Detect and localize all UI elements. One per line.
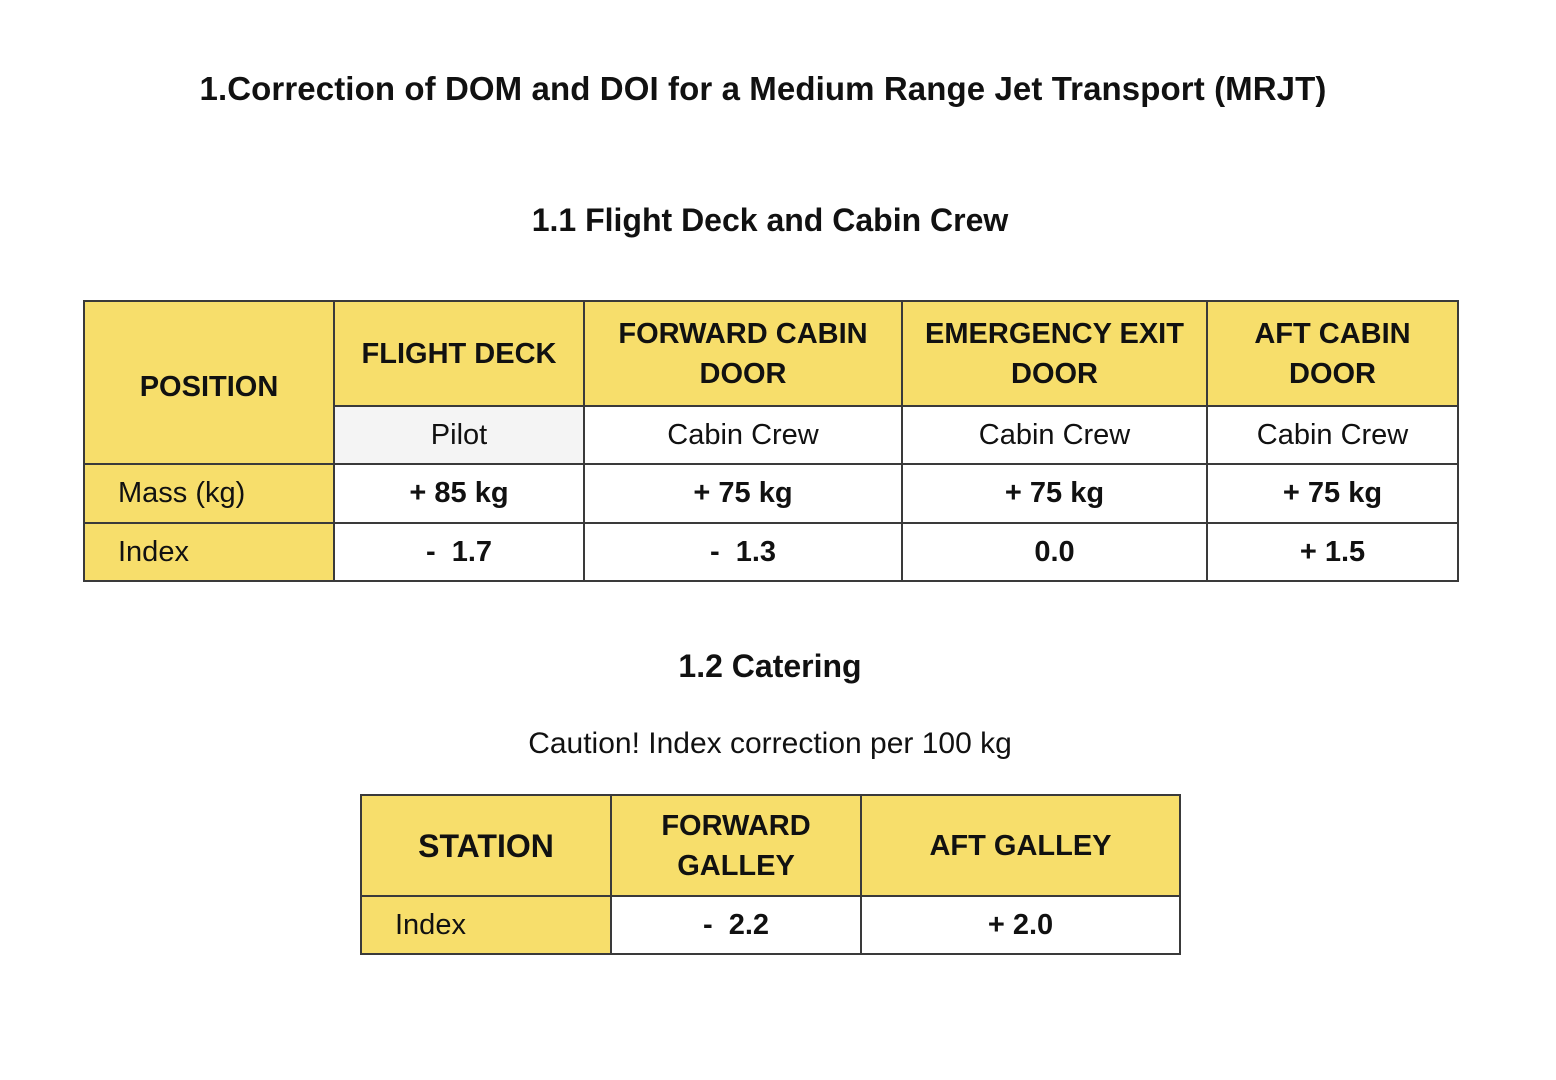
forward-galley-index: - 2.2 bbox=[610, 895, 862, 955]
page-title: 1.Correction of DOM and DOI for a Medium… bbox=[199, 70, 1327, 107]
caution-note: Caution! Index correction per 100 kg bbox=[528, 727, 1012, 760]
crew-role-row: Pilot Cabin Crew Cabin Crew Cabin Crew bbox=[84, 405, 1459, 465]
crew-section-heading: 1.1 Flight Deck and Cabin Crew bbox=[531, 202, 1009, 238]
forward-cabin-door-role: Cabin Crew bbox=[583, 405, 903, 465]
flight-deck-index: - 1.7 bbox=[333, 522, 585, 582]
catering-table: STATION FORWARD GALLEY AFT GALLEY Index … bbox=[360, 794, 1181, 955]
aft-galley-header: AFT GALLEY bbox=[860, 794, 1181, 897]
station-header: STATION bbox=[360, 794, 612, 897]
aft-cabin-door-index: + 1.5 bbox=[1206, 522, 1459, 582]
catering-section-heading: 1.2 Catering bbox=[678, 648, 862, 684]
crew-table: POSITION FLIGHT DECK FORWARD CABIN DOOR … bbox=[83, 300, 1459, 582]
emergency-exit-door-mass: + 75 kg bbox=[901, 463, 1208, 524]
crew-header-row: POSITION FLIGHT DECK FORWARD CABIN DOOR … bbox=[83, 300, 1459, 465]
forward-galley-header: FORWARD GALLEY bbox=[610, 794, 862, 897]
mass-row-label: Mass (kg) bbox=[83, 463, 335, 524]
aft-galley-index: + 2.0 bbox=[860, 895, 1181, 955]
crew-index-row: Index - 1.7 - 1.3 0.0 + 1.5 bbox=[83, 522, 1459, 582]
flight-deck-header: FLIGHT DECK bbox=[333, 300, 585, 407]
emergency-exit-door-header: EMERGENCY EXIT DOOR bbox=[901, 300, 1208, 407]
flight-deck-mass: + 85 kg bbox=[333, 463, 585, 524]
forward-cabin-door-index: - 1.3 bbox=[583, 522, 903, 582]
aft-cabin-door-mass: + 75 kg bbox=[1206, 463, 1459, 524]
aft-cabin-door-header: AFT CABIN DOOR bbox=[1206, 300, 1459, 407]
crew-mass-row: Mass (kg) + 85 kg + 75 kg + 75 kg + 75 k… bbox=[83, 463, 1459, 524]
catering-header-row: STATION FORWARD GALLEY AFT GALLEY bbox=[360, 794, 1181, 897]
forward-cabin-door-header: FORWARD CABIN DOOR bbox=[583, 300, 903, 407]
position-header: POSITION bbox=[83, 300, 335, 465]
index-row-label: Index bbox=[83, 522, 335, 582]
flight-deck-role: Pilot bbox=[333, 405, 585, 465]
catering-index-label: Index bbox=[360, 895, 612, 955]
emergency-exit-door-index: 0.0 bbox=[901, 522, 1208, 582]
catering-index-row: Index - 2.2 + 2.0 bbox=[360, 895, 1181, 955]
forward-cabin-door-mass: + 75 kg bbox=[583, 463, 903, 524]
emergency-exit-door-role: Cabin Crew bbox=[901, 405, 1208, 465]
aft-cabin-door-role: Cabin Crew bbox=[1206, 405, 1459, 465]
